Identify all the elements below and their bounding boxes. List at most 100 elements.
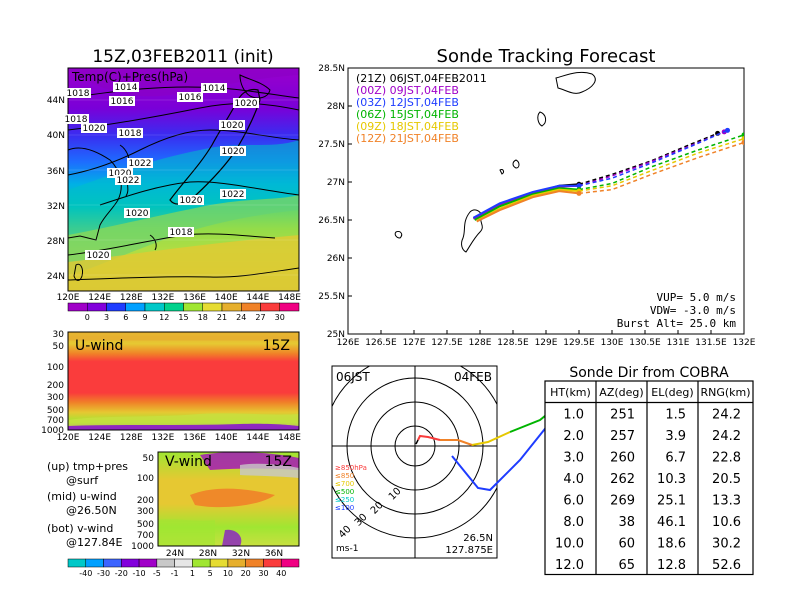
tracking-frame xyxy=(347,67,745,335)
table-frame xyxy=(544,380,754,576)
temp-colorbar-swatch xyxy=(125,302,146,312)
temp-colorbar-swatch xyxy=(183,302,203,312)
param-vdw: VDW= -3.0 m/s xyxy=(650,304,736,317)
polar-plot xyxy=(332,366,497,558)
uwind-section xyxy=(68,332,299,430)
isobar-label-bg xyxy=(65,88,91,98)
tracking-series-dashed xyxy=(578,132,718,186)
table-cell: 12.8 xyxy=(657,558,686,573)
isobar-label: 1016 xyxy=(179,93,202,103)
temp-colorbar-swatch xyxy=(260,302,280,312)
wind-colorbar-label: -40 xyxy=(79,569,92,578)
tracking-lon-label: 130.5E xyxy=(629,338,661,348)
uwind-y-label: 100 xyxy=(47,363,64,373)
isobar-label: 1020 xyxy=(222,147,245,157)
vwind-y-label: 500 xyxy=(137,520,154,530)
table-cell: 24.2 xyxy=(712,429,741,444)
polar-pressure-legend-entry: ≤700 xyxy=(335,480,354,488)
polar-pressure-legend-entry: ≤100 xyxy=(335,504,354,512)
isobar-label: 1020 xyxy=(83,124,106,134)
table-cell: 1.0 xyxy=(563,408,584,423)
temp-colorbar-label: 12 xyxy=(159,313,169,322)
tracking-lat-label: 26N xyxy=(327,254,345,264)
tracking-lon-label: 129E xyxy=(535,338,558,348)
tracking-legend-entry: (00Z) 09JST,04FEB xyxy=(356,84,459,97)
temp-colorbar-label: 0 xyxy=(85,313,90,322)
param-vup: VUP= 5.0 m/s xyxy=(657,291,736,304)
uwind-x-label: 128E xyxy=(120,433,143,443)
vwind-x-label: 28N xyxy=(199,549,217,559)
uwind-x-labels: 120E 124E 128E 132E 136E 140E 144E 148E xyxy=(57,433,302,443)
wind-colorbar: -40 -30 -20 -10 -5 -1 1 5 10 20 30 40 xyxy=(67,558,300,578)
polar-date: 04FEB xyxy=(454,370,492,384)
map-lon-label: 132E xyxy=(151,293,174,303)
note-up-line2: @surf xyxy=(66,474,99,487)
note-bot-line1: (bot) v-wind xyxy=(47,522,113,535)
tracking-lat-label: 28.5N xyxy=(318,64,345,74)
tracking-burst-point xyxy=(576,190,582,196)
temp-colorbar-label: 9 xyxy=(142,313,147,322)
tracking-lat-label: 25N xyxy=(327,330,345,340)
isobar-label: 1020 xyxy=(126,209,149,219)
isobar-label-bg xyxy=(124,208,150,218)
table-cell: 13.3 xyxy=(712,494,741,509)
map-lon-label: 120E xyxy=(57,293,80,303)
vwind-x-label: 32N xyxy=(232,549,250,559)
temp-colorbar-swatch xyxy=(87,302,107,312)
temp-colorbar-label: 18 xyxy=(198,313,208,322)
map-lat-label: 40N xyxy=(47,131,65,141)
isobar-label: 1018 xyxy=(170,228,193,238)
tracking-lat-label: 28N xyxy=(327,102,345,112)
table-cell: 52.6 xyxy=(712,558,741,573)
table-cell: 10.6 xyxy=(712,515,741,530)
isobar-label-bg xyxy=(168,227,194,237)
isobar-label-bg xyxy=(63,114,89,124)
table-cell: 6.0 xyxy=(563,494,584,509)
uwind-x-label: 132E xyxy=(151,433,174,443)
tracking-lat-labels: 28.5N 28N 27.5N 27N 26.5N 26N 25.5N 25N xyxy=(318,64,352,340)
uwind-y-label: 50 xyxy=(53,342,65,352)
isobar-label-bg xyxy=(115,175,141,185)
tracking-end-point xyxy=(741,136,744,142)
vwind-x-label: 36N xyxy=(265,549,283,559)
tracking-series-dashed xyxy=(578,129,728,187)
wind-colorbar-label: 10 xyxy=(223,569,233,578)
table-cell: 1.5 xyxy=(665,408,686,423)
isobar-label: 1020 xyxy=(87,251,110,261)
wind-colorbar-swatch xyxy=(67,558,87,568)
tracking-series xyxy=(472,127,744,223)
temp-colorbar-swatch xyxy=(221,302,242,312)
table-header-cell: RNG(km) xyxy=(700,386,750,399)
uwind-y-label: 1000 xyxy=(41,426,64,436)
tracking-lat-label: 27.5N xyxy=(318,140,345,150)
temp-colorbar-label: 6 xyxy=(123,313,128,322)
map-lat-label: 44N xyxy=(47,96,65,106)
isobar-label: 1022 xyxy=(222,190,245,200)
table-title: Sonde Dir from COBRA xyxy=(569,365,729,381)
table-cell: 46.1 xyxy=(657,515,686,530)
table-cell: 4.0 xyxy=(563,472,584,487)
wind-colorbar-label: 40 xyxy=(276,569,286,578)
tracking-lat-label: 25.5N xyxy=(318,292,345,302)
temp-colorbar-swatch xyxy=(241,302,261,312)
table-cell: 60 xyxy=(618,537,635,552)
tracking-lon-label: 127E xyxy=(403,338,426,348)
tracking-burst-point xyxy=(576,183,582,189)
vwind-section xyxy=(158,452,299,546)
tracking-series-line xyxy=(476,190,580,223)
note-mid-line1: (mid) u-wind xyxy=(47,490,117,503)
uwind-x-label: 120E xyxy=(57,433,80,443)
map-title: 15Z,03FEB2011 (init) xyxy=(92,47,273,67)
tracking-end-point xyxy=(741,139,744,145)
wind-colorbar-swatch xyxy=(174,558,193,568)
note-up-line1: (up) tmp+pres xyxy=(47,460,128,473)
vwind-y-label: 300 xyxy=(137,507,154,517)
isobar-label: 1018 xyxy=(65,115,88,125)
vwind-time: 15Z xyxy=(265,454,292,470)
tracking-series-line xyxy=(476,188,580,222)
tracking-lon-label: 129.5E xyxy=(563,338,595,348)
isobar-label-bg xyxy=(177,92,203,102)
tracking-lon-label: 128E xyxy=(469,338,492,348)
